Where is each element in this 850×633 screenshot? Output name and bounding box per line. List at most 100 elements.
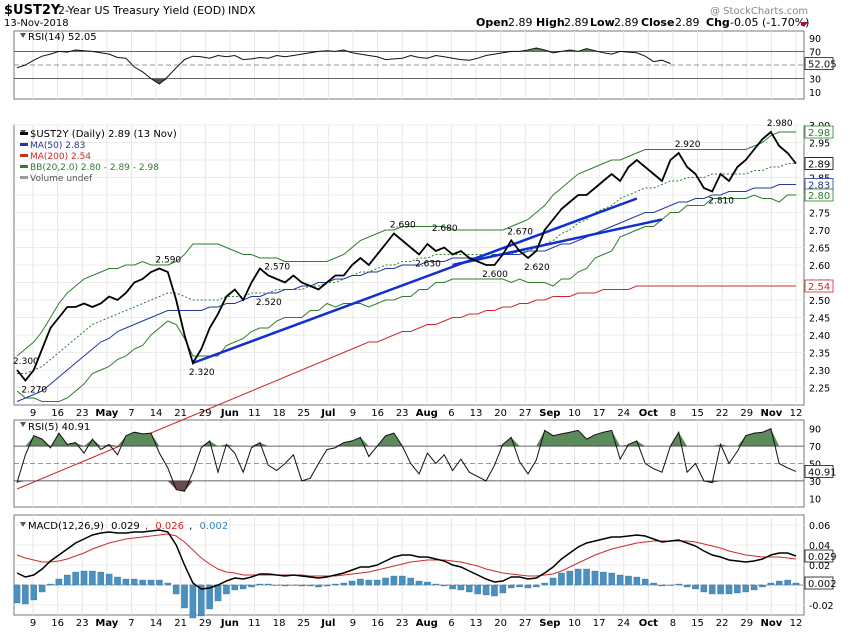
x-tick-label: 24 — [617, 408, 630, 419]
macd-hist-bar — [248, 584, 255, 588]
macd-hist-bar — [432, 583, 440, 586]
price-value-tag: 2.54 — [808, 282, 830, 293]
price-annotation: 2.810 — [708, 197, 734, 207]
macd-hist-bar — [80, 570, 88, 586]
price-legend-swatch — [20, 132, 28, 135]
rsi-y-tick: 50 — [809, 460, 821, 471]
macd-hist-bar — [265, 583, 272, 586]
macd-hist-bar — [348, 580, 356, 586]
price-annotation: 2.570 — [264, 263, 290, 273]
triangle-down-icon — [20, 422, 26, 427]
x-tick-label: Nov — [761, 408, 783, 419]
ma200-legend: MA(200) 2.54 — [30, 152, 91, 162]
x-tick-label-bottom: Jun — [220, 618, 239, 629]
price-y-tick: 2.50 — [809, 296, 830, 307]
macd-hist-bar — [591, 570, 599, 586]
x-tick-label-bottom: 11 — [248, 618, 261, 629]
low-value: 2.89 — [614, 16, 639, 29]
macd-y-tick: 0.02 — [809, 561, 830, 572]
macd-hist-bar — [600, 571, 607, 586]
price-annotation: 2.320 — [189, 368, 215, 378]
macd-hist-bar — [415, 580, 423, 586]
triangle-down-icon — [20, 522, 26, 527]
x-tick-label: 16 — [51, 408, 64, 419]
x-tick-label-bottom: 25 — [297, 618, 310, 629]
macd-hist-bar — [742, 584, 749, 593]
chart-date: 13-Nov-2018 — [4, 18, 69, 29]
macd-hist-bar — [22, 584, 29, 605]
macd-hist-bar — [365, 579, 373, 586]
macd-hist-bar — [399, 575, 406, 586]
price-line — [16, 130, 797, 382]
rsi-y-tick: 90 — [809, 34, 821, 45]
macd-hist-bar — [290, 584, 297, 586]
watermark: @ StockCharts.com — [710, 6, 808, 17]
macd-hist-bar — [725, 584, 733, 595]
x-tick-label: 9 — [30, 408, 36, 419]
macd-hist-bar — [767, 582, 775, 586]
macd-hist-bar — [734, 584, 741, 594]
macd-hist-bar — [122, 578, 130, 586]
bb-upper-line — [16, 131, 796, 357]
rsi-value-tag-box — [804, 465, 834, 478]
price-title: $UST2Y (Daily) 2.89 (13 Nov) — [30, 129, 177, 140]
x-tick-label: 17 — [593, 408, 606, 419]
x-tick-label: 7 — [128, 408, 134, 419]
macd-hist-bar — [574, 568, 582, 586]
macd-hist-bar — [147, 579, 155, 586]
rsi-y-tick: 70 — [809, 47, 821, 58]
x-tick-label-bottom: 6 — [448, 618, 454, 629]
macd-hist-bar — [340, 582, 347, 586]
rsi-value-tag-box — [804, 57, 834, 71]
x-tick-label: 27 — [519, 408, 532, 419]
price-value-tag-box — [804, 157, 834, 170]
macd-y-tick: 0.06 — [809, 521, 830, 532]
macd-hist-bar — [315, 584, 322, 588]
x-tick-label: 14 — [150, 408, 163, 419]
rsi5-title: RSI(5) 40.91 — [28, 422, 90, 433]
macd-hist-bar — [206, 584, 213, 610]
macd-hist-bar — [64, 574, 71, 586]
macd-hist-bar — [692, 584, 699, 590]
macd-hist-bar — [273, 584, 280, 586]
macd-y-tick: 0.04 — [809, 541, 830, 552]
price-annotation: 2.630 — [415, 260, 441, 270]
price-y-tick: 2.95 — [809, 139, 830, 150]
price-y-tick: 2.65 — [809, 244, 830, 255]
x-tick-label-bottom: Nov — [761, 618, 783, 629]
x-tick-label-bottom: Aug — [416, 618, 438, 629]
macd-hist-bar — [239, 584, 247, 590]
macd-hist-bar — [625, 575, 632, 586]
rsi-line — [16, 47, 671, 85]
x-tick-label-bottom: 20 — [494, 618, 507, 629]
macd-hist-bar — [524, 584, 532, 589]
macd-hist-value: 0.002 — [200, 521, 229, 532]
x-tick-label-bottom: Sep — [539, 618, 560, 629]
macd-hist-bar — [172, 584, 180, 595]
x-tick-label: 21 — [174, 408, 187, 419]
x-tick-label: Jun — [220, 408, 239, 419]
macd-hist-bar — [440, 584, 448, 587]
macd-hist-bar — [608, 572, 615, 586]
macd-hist-bar — [89, 570, 96, 586]
rsi5-label: RSI(5) 40.91 — [20, 422, 90, 433]
x-tick-label-bottom: 16 — [371, 618, 384, 629]
rsi14-label: RSI(14) 52.05 — [20, 32, 97, 43]
macd-hist-bar — [256, 583, 264, 586]
price-legend: $UST2Y (Daily) 2.89 (13 Nov) MA(50) 2.83… — [20, 129, 177, 184]
price-annotation: 2.270 — [21, 386, 47, 396]
rsi5-layer: 90 70 50 30 10 40.91 — [14, 425, 837, 505]
macd-hist-bar — [474, 584, 481, 595]
price-value-tag: 2.80 — [808, 191, 830, 202]
x-tick-label-bottom: 23 — [76, 618, 89, 629]
rsi-y-tick: 70 — [809, 442, 821, 453]
macd-hist-bar — [189, 584, 197, 619]
macd-hist-bar — [30, 584, 38, 601]
macd-hist-bar — [792, 582, 800, 586]
bb-lower-line — [16, 194, 796, 402]
macd-hist-bar — [55, 578, 63, 586]
volume-swatch — [20, 176, 28, 179]
price-annotation: 2.670 — [507, 228, 533, 238]
open-label: Open — [476, 16, 509, 29]
